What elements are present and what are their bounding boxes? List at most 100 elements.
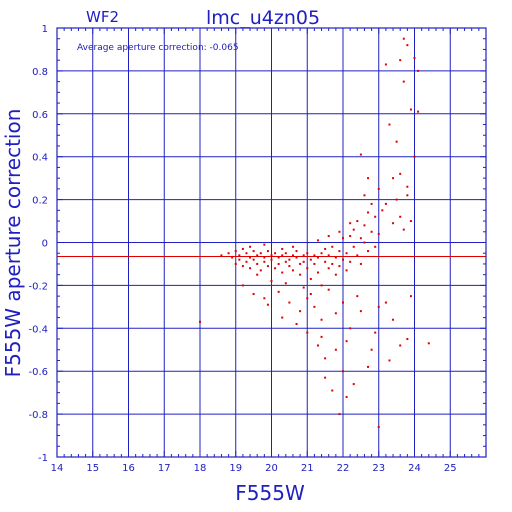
data-point	[359, 153, 362, 156]
data-point	[316, 344, 319, 347]
data-point	[274, 267, 277, 270]
average-annotation: Average aperture correction: -0.065	[77, 43, 239, 53]
data-point	[270, 280, 273, 283]
x-tick-labels: 14 15 16 17 18 19 20 21 22 23 24 25	[51, 463, 457, 474]
data-point	[306, 252, 309, 255]
data-point	[277, 256, 280, 259]
data-point	[252, 258, 255, 261]
data-point	[309, 258, 312, 261]
data-point	[359, 310, 362, 313]
data-point	[238, 254, 241, 257]
data-point	[231, 256, 234, 259]
data-point	[284, 252, 287, 255]
data-point	[234, 262, 237, 265]
data-point	[249, 245, 252, 248]
data-point	[338, 250, 341, 253]
y-tick-label: -1	[38, 453, 48, 464]
data-point	[313, 254, 316, 257]
y-tick-label: -0.6	[28, 367, 48, 378]
data-point	[402, 37, 405, 40]
data-point	[388, 359, 391, 362]
data-point	[367, 250, 370, 253]
data-point	[349, 260, 352, 263]
y-tick-label: 1	[42, 24, 48, 35]
data-point	[327, 235, 330, 238]
data-point	[367, 211, 370, 214]
data-point	[266, 303, 269, 306]
data-point	[220, 254, 223, 257]
data-point	[320, 284, 323, 287]
data-point	[241, 247, 244, 250]
data-point	[370, 348, 373, 351]
data-point	[313, 305, 316, 308]
data-point	[402, 80, 405, 83]
data-point	[309, 292, 312, 295]
x-tick-label: 25	[444, 463, 457, 474]
data-point	[384, 63, 387, 66]
data-point	[320, 318, 323, 321]
data-point	[270, 254, 273, 257]
data-point	[352, 383, 355, 386]
data-point	[349, 222, 352, 225]
data-point	[263, 260, 266, 263]
data-point	[345, 395, 348, 398]
data-point	[402, 228, 405, 231]
data-point	[327, 254, 330, 257]
data-point	[316, 256, 319, 259]
data-point	[241, 284, 244, 287]
data-point	[288, 301, 291, 304]
data-point	[316, 271, 319, 274]
data-point	[299, 310, 302, 313]
data-point	[370, 202, 373, 205]
ticks-layer	[56, 27, 487, 458]
data-point	[324, 376, 327, 379]
data-point	[345, 340, 348, 343]
data-point	[399, 215, 402, 218]
data-point	[388, 123, 391, 126]
data-point	[406, 194, 409, 197]
data-point	[399, 344, 402, 347]
data-point	[409, 220, 412, 223]
data-point	[277, 290, 280, 293]
data-point	[331, 262, 334, 265]
data-point	[406, 338, 409, 341]
data-point	[377, 425, 380, 428]
data-point	[342, 237, 344, 240]
y-tick-labels: -1 -0.8 -0.6 -0.4 -0.2 0 0.2 0.4 0.6 0.8 1	[28, 24, 48, 464]
data-point	[288, 258, 291, 261]
data-point	[374, 245, 377, 248]
y-tick-label: -0.2	[28, 281, 48, 292]
data-point	[331, 245, 334, 248]
data-point	[291, 245, 294, 248]
y-tick-label: 0.4	[32, 153, 48, 164]
data-point	[392, 318, 395, 321]
data-point	[284, 282, 287, 285]
data-point	[338, 230, 341, 233]
data-point	[263, 243, 266, 246]
data-point	[313, 262, 316, 265]
data-point	[291, 269, 294, 272]
data-point	[281, 254, 284, 257]
data-point	[249, 256, 252, 259]
x-tick-label: 22	[337, 463, 350, 474]
x-tick-label: 23	[372, 463, 385, 474]
data-point	[274, 252, 277, 255]
data-point	[406, 44, 409, 47]
data-point	[374, 215, 377, 218]
data-point	[363, 194, 366, 197]
data-point	[259, 269, 262, 272]
data-point	[392, 222, 395, 225]
data-point	[345, 252, 348, 255]
data-point	[281, 271, 284, 274]
data-point	[281, 316, 284, 319]
data-point	[377, 305, 380, 308]
data-point	[409, 295, 412, 298]
data-point	[427, 342, 430, 345]
data-point	[295, 256, 298, 259]
x-tick-label: 15	[86, 463, 99, 474]
x-tick-label: 20	[265, 463, 278, 474]
data-point	[306, 331, 309, 334]
data-point	[377, 232, 380, 235]
data-point	[399, 59, 402, 62]
data-point	[284, 260, 287, 263]
